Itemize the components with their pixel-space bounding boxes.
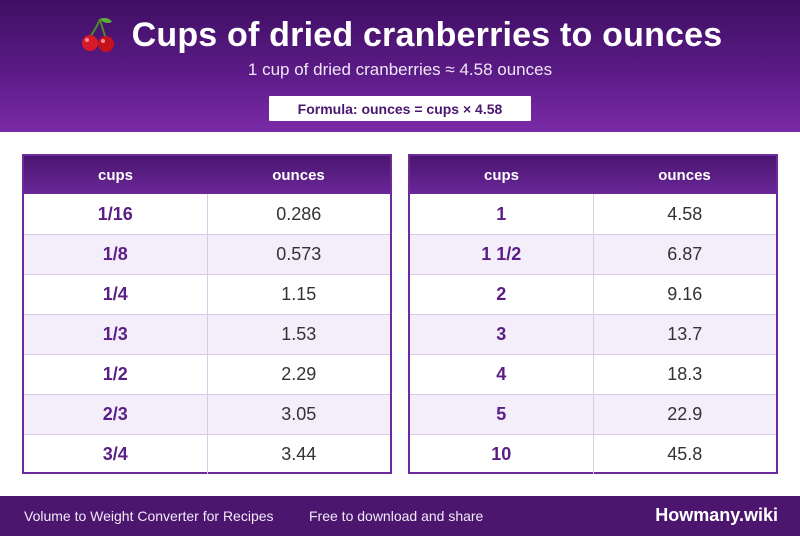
- column-header-ounces: ounces: [658, 166, 711, 184]
- brand-link[interactable]: Howmany.wiki: [655, 505, 778, 525]
- ounces-cell: 18.3: [667, 364, 703, 384]
- table-row: 10 45.8: [410, 434, 776, 474]
- ounces-cell: 3.05: [281, 404, 317, 424]
- ounces-cell: 0.286: [276, 203, 322, 224]
- table-row: 2 9.16: [410, 274, 776, 314]
- cups-cell: 1/4: [24, 275, 208, 314]
- table-header: cups ounces: [24, 156, 390, 194]
- ounces-cell: 4.58: [667, 203, 703, 224]
- table-row: 1 4.58: [410, 194, 776, 234]
- ounces-cell: 0.573: [276, 244, 322, 264]
- table-row: 5 22.9: [410, 394, 776, 434]
- cups-cell: 1/16: [24, 194, 208, 234]
- table-row: 3/4 3.44: [24, 434, 390, 474]
- ounces-cell: 1.15: [281, 284, 317, 304]
- table-row: 1 1/2 6.87: [410, 234, 776, 274]
- ounces-cell: 13.7: [667, 324, 703, 344]
- title-row: Cups of dried cranberries to ounces: [0, 12, 800, 58]
- table-row: 1/16 0.286: [24, 194, 390, 234]
- footer-bar: Volume to Weight Converter for Recipes F…: [0, 496, 800, 536]
- cups-cell: 1 1/2: [410, 235, 594, 274]
- column-header-cups: cups: [483, 166, 519, 184]
- ounces-cell: 22.9: [667, 404, 703, 424]
- footer-description: Volume to Weight Converter for Recipes: [24, 508, 274, 524]
- ounces-cell: 1.53: [281, 324, 317, 344]
- table-row: 3 13.7: [410, 314, 776, 354]
- table-body: 1/16 0.286 1/8 0.573 1/4 1.15 1/3 1.53 1…: [24, 194, 390, 474]
- ounces-cell: 45.8: [667, 444, 703, 464]
- table-row: 1/3 1.53: [24, 314, 390, 354]
- formula-badge: Formula: ounces = cups × 4.58: [269, 96, 531, 121]
- cups-cell: 1/3: [24, 315, 208, 354]
- table-row: 1/4 1.15: [24, 274, 390, 314]
- cups-cell: 3/4: [24, 435, 208, 474]
- column-header-cups: cups: [97, 166, 133, 184]
- ounces-cell: 6.87: [667, 244, 703, 264]
- subtitle: 1 cup of dried cranberries ≈ 4.58 ounces: [247, 60, 553, 79]
- cups-cell: 2/3: [24, 395, 208, 434]
- cups-cell: 1: [410, 194, 594, 234]
- header-banner: Cups of dried cranberries to ounces 1 cu…: [0, 0, 800, 132]
- column-header-ounces: ounces: [272, 166, 325, 184]
- cups-cell: 4: [410, 355, 594, 394]
- cups-cell: 10: [410, 435, 594, 474]
- table-row: 2/3 3.05: [24, 394, 390, 434]
- footer-share-text: Free to download and share: [309, 508, 484, 524]
- table-row: 1/8 0.573: [24, 234, 390, 274]
- conversion-table-right: cups ounces 1 4.58 1 1/2 6.87 2 9.16 3 1…: [408, 154, 778, 474]
- table-row: 1/2 2.29: [24, 354, 390, 394]
- cups-cell: 1/8: [24, 235, 208, 274]
- conversion-table-left: cups ounces 1/16 0.286 1/8 0.573 1/4 1.1…: [22, 154, 392, 474]
- cups-cell: 2: [410, 275, 594, 314]
- ounces-cell: 9.16: [667, 284, 703, 304]
- ounces-cell: 3.44: [281, 444, 317, 464]
- cherry-icon: [78, 15, 118, 55]
- page-title: Cups of dried cranberries to ounces: [131, 15, 723, 54]
- table-body: 1 4.58 1 1/2 6.87 2 9.16 3 13.7 4 18.3 5…: [410, 194, 776, 474]
- cups-cell: 3: [410, 315, 594, 354]
- cups-cell: 5: [410, 395, 594, 434]
- cups-cell: 1/2: [24, 355, 208, 394]
- ounces-cell: 2.29: [281, 364, 317, 384]
- table-header: cups ounces: [410, 156, 776, 194]
- table-row: 4 18.3: [410, 354, 776, 394]
